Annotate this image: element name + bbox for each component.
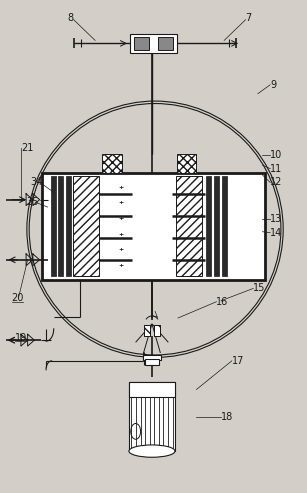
- Bar: [130, 34, 177, 53]
- Text: 18: 18: [221, 412, 233, 422]
- Text: +: +: [119, 247, 124, 252]
- Text: +: +: [119, 216, 124, 221]
- Bar: [145, 359, 159, 365]
- Bar: [206, 176, 211, 276]
- Text: 19: 19: [15, 333, 28, 343]
- Bar: [176, 176, 202, 276]
- Text: 17: 17: [232, 356, 244, 366]
- Bar: [144, 325, 150, 336]
- Text: 7: 7: [246, 13, 252, 23]
- Text: 34: 34: [30, 177, 42, 187]
- Bar: [102, 154, 122, 173]
- Text: 11: 11: [270, 164, 282, 174]
- Bar: [134, 37, 149, 50]
- Text: 14: 14: [270, 228, 282, 238]
- Bar: [222, 176, 227, 276]
- Bar: [66, 176, 71, 276]
- Text: +: +: [119, 201, 124, 206]
- Text: 13: 13: [270, 214, 282, 224]
- Bar: [154, 325, 160, 336]
- Text: 21: 21: [21, 143, 33, 153]
- Bar: [154, 325, 160, 336]
- Text: 15: 15: [253, 283, 266, 293]
- Bar: [143, 355, 161, 360]
- Bar: [58, 176, 63, 276]
- Text: +: +: [119, 263, 124, 268]
- Text: 12: 12: [270, 177, 282, 187]
- Text: +: +: [119, 232, 124, 237]
- Bar: [73, 176, 99, 276]
- Ellipse shape: [129, 445, 175, 458]
- Bar: [144, 325, 150, 336]
- Text: +: +: [119, 185, 124, 190]
- Bar: [177, 154, 196, 173]
- Bar: [42, 173, 265, 280]
- Text: 16: 16: [216, 297, 229, 307]
- Text: 20: 20: [12, 293, 24, 303]
- Text: 8: 8: [68, 13, 74, 23]
- Text: 10: 10: [270, 150, 282, 160]
- Text: 9: 9: [270, 80, 276, 90]
- Bar: [129, 382, 175, 451]
- Bar: [51, 176, 56, 276]
- Bar: [129, 382, 175, 397]
- Text: 35: 35: [26, 197, 38, 207]
- Bar: [158, 37, 173, 50]
- Bar: [214, 176, 219, 276]
